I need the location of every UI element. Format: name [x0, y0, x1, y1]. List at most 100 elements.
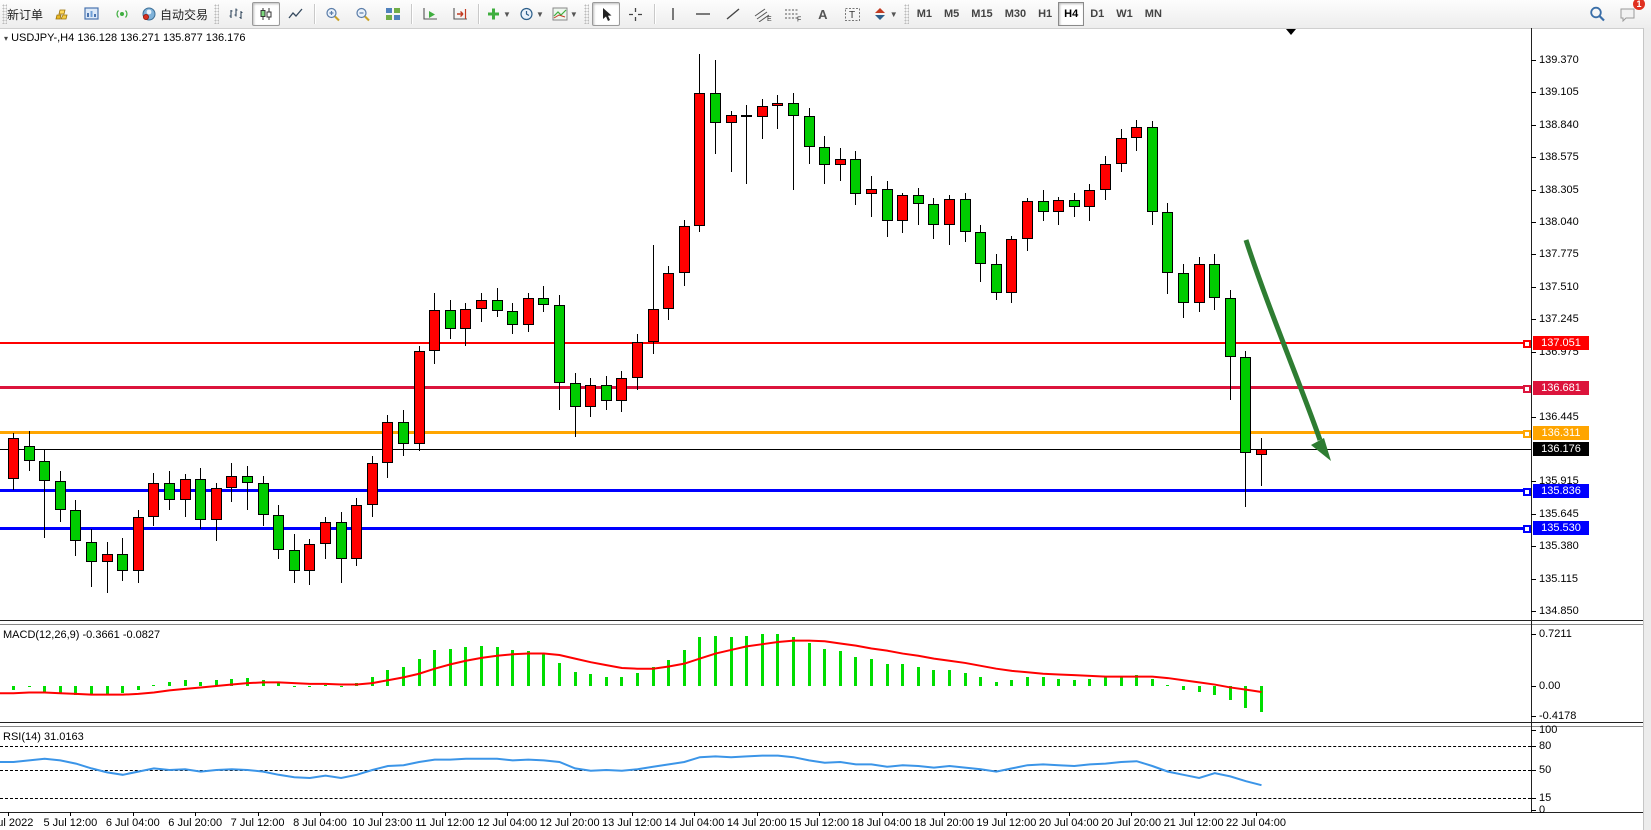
- tile-windows-icon[interactable]: [379, 2, 407, 26]
- search-icon: [1589, 6, 1605, 22]
- time-tick-label[interactable]: 13 Jul 12:00: [602, 817, 662, 829]
- macd-histogram-bar: [1182, 686, 1185, 691]
- macd-histogram-bar: [854, 657, 858, 686]
- notifications-button[interactable]: 1: [1613, 0, 1645, 26]
- macd-histogram-bar: [230, 678, 234, 686]
- candles-chart-icon[interactable]: [252, 2, 281, 26]
- gold-bars-icon[interactable]: [48, 2, 76, 26]
- price-level-line[interactable]: [0, 431, 1531, 435]
- panel-divider[interactable]: [0, 722, 1643, 723]
- crosshair-icon[interactable]: [622, 2, 650, 26]
- template-button[interactable]: ▼: [549, 2, 581, 26]
- market-watch-icon[interactable]: [78, 2, 106, 26]
- macd-histogram-bar: [152, 684, 156, 686]
- candle-body: [569, 383, 581, 408]
- time-tick-label[interactable]: 6 Jul 20:00: [168, 817, 223, 829]
- line-chart-icon[interactable]: [282, 2, 310, 26]
- hline-icon[interactable]: [689, 2, 717, 26]
- timeframe-button-m5[interactable]: M5: [944, 8, 960, 20]
- timeframe-button-m30[interactable]: M30: [1004, 8, 1027, 20]
- macd-histogram-bar: [901, 664, 905, 686]
- time-tick-label[interactable]: 12 Jul 04:00: [477, 817, 538, 829]
- price-level-line[interactable]: [0, 448, 1531, 450]
- macd-histogram-bar: [1026, 677, 1029, 686]
- time-tick-label[interactable]: 14 Jul 04:00: [664, 817, 725, 829]
- time-tick-label[interactable]: 19 Jul 12:00: [976, 817, 1037, 829]
- new-order-button[interactable]: 新订单: [1, 2, 46, 26]
- price-level-handle[interactable]: [1523, 339, 1531, 348]
- price-tick: [1531, 92, 1536, 94]
- bars-chart-icon[interactable]: [222, 2, 250, 26]
- time-tick-label[interactable]: 20 Jul 20:00: [1101, 817, 1162, 829]
- price-tick-label: 138.575: [1539, 150, 1579, 163]
- time-tick-label[interactable]: 18 Jul 04:00: [851, 817, 912, 829]
- price-level-handle[interactable]: [1523, 487, 1531, 496]
- zoom-out-icon[interactable]: [349, 2, 377, 26]
- cursor-icon[interactable]: [591, 2, 620, 26]
- macd-histogram-bar: [433, 649, 437, 686]
- time-tick-label[interactable]: 18 Jul 20:00: [914, 817, 974, 829]
- candle-body: [210, 487, 222, 520]
- panel-divider[interactable]: [0, 624, 1643, 625]
- autoscroll-icon[interactable]: [416, 2, 444, 26]
- text-icon[interactable]: A: [818, 6, 828, 22]
- panel-divider[interactable]: [0, 620, 1643, 621]
- macd-histogram-bar: [1213, 686, 1217, 695]
- label-icon[interactable]: T: [839, 2, 867, 26]
- time-tick-label[interactable]: 5 Jul 12:00: [43, 817, 98, 829]
- time-tick-label[interactable]: 4 Jul 2022: [0, 817, 34, 829]
- time-tick-label[interactable]: 10 Jul 23:00: [352, 817, 413, 829]
- time-tick-label[interactable]: 8 Jul 04:00: [293, 817, 347, 829]
- signals-icon[interactable]: [108, 2, 136, 26]
- candle-wick: [871, 175, 872, 218]
- time-tick-label[interactable]: 20 Jul 04:00: [1038, 817, 1099, 829]
- time-tick: [569, 812, 571, 816]
- search-icon[interactable]: [1583, 2, 1611, 26]
- timeframe-button-w1[interactable]: W1: [1116, 8, 1133, 20]
- macd-tick: [1531, 686, 1536, 687]
- time-tick: [257, 812, 259, 816]
- price-level-handle[interactable]: [1523, 429, 1531, 438]
- macd-histogram-bar: [199, 682, 203, 686]
- indicators-button[interactable]: ▼: [483, 2, 514, 26]
- price-level-line[interactable]: [0, 489, 1531, 493]
- time-tick-label[interactable]: 6 Jul 04:00: [105, 817, 160, 829]
- time-tick: [507, 812, 509, 816]
- vline-icon[interactable]: [659, 2, 687, 26]
- zoom-in-icon[interactable]: [319, 2, 347, 26]
- gold-bars-icon: [55, 9, 68, 20]
- periods-clock-button[interactable]: ▼: [516, 2, 547, 26]
- arrows-button[interactable]: ▼: [869, 2, 901, 26]
- time-tick-label[interactable]: 14 Jul 20:00: [726, 817, 787, 829]
- timeframe-button-h1[interactable]: H1: [1038, 8, 1053, 20]
- price-level-handle[interactable]: [1523, 525, 1531, 534]
- timeframe-button-h4[interactable]: H4: [1058, 2, 1085, 26]
- collapse-arrow-icon: ▾: [4, 34, 9, 43]
- price-level-handle[interactable]: [1523, 384, 1531, 393]
- candle-body: [366, 463, 378, 505]
- time-tick-label[interactable]: 22 Jul 04:00: [1226, 817, 1286, 829]
- autotrade-button[interactable]: 自动交易: [138, 2, 211, 26]
- timeframe-button-mn[interactable]: MN: [1144, 8, 1162, 20]
- timeframe-button-m1[interactable]: M1: [916, 8, 932, 20]
- price-level-line[interactable]: [0, 386, 1531, 390]
- time-tick-label[interactable]: 7 Jul 12:00: [230, 817, 285, 829]
- panel-divider[interactable]: [0, 726, 1643, 727]
- timeframe-button-d1[interactable]: D1: [1090, 8, 1105, 20]
- macd-histogram-bar: [339, 686, 343, 688]
- time-tick-label[interactable]: 12 Jul 20:00: [539, 817, 600, 829]
- time-tick-label[interactable]: 15 Jul 12:00: [789, 817, 850, 829]
- time-tick-label[interactable]: 11 Jul 12:00: [415, 817, 475, 829]
- candle-wick: [746, 105, 748, 185]
- price-level-line[interactable]: [0, 526, 1531, 530]
- fibo-icon[interactable]: F: [779, 2, 807, 26]
- trendline-icon[interactable]: [719, 2, 747, 26]
- channel-icon[interactable]: E: [749, 2, 777, 26]
- line-chart-icon: [288, 8, 303, 19]
- price-level-line[interactable]: [0, 341, 1531, 344]
- timeframe-button-m15[interactable]: M15: [971, 8, 993, 20]
- candle-body: [959, 198, 971, 232]
- time-tick-label[interactable]: 21 Jul 12:00: [1163, 817, 1224, 829]
- chart-shift-icon[interactable]: [446, 2, 474, 26]
- chart-stage[interactable]: ▾ USDJPY-,H4 136.128 136.271 135.877 136…: [0, 28, 1651, 830]
